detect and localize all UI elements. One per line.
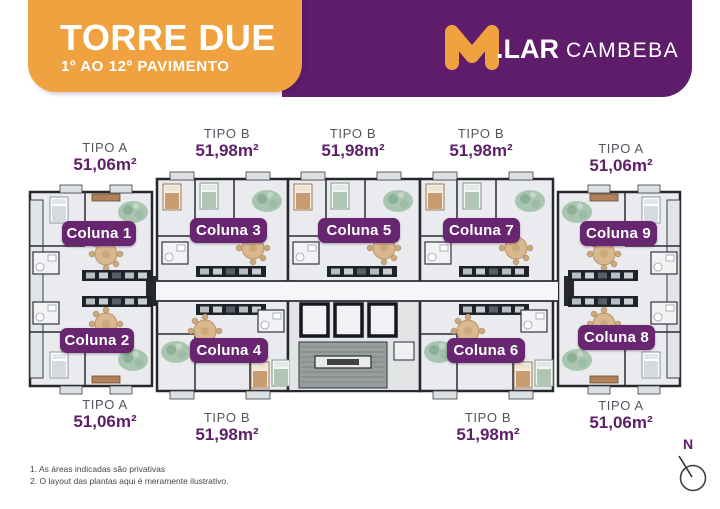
type-label-bottom-4: TIPO A 51,06m² bbox=[556, 399, 686, 432]
unit-type-name: TIPO B bbox=[457, 126, 505, 141]
mlar-logo-m-icon bbox=[445, 25, 499, 70]
coluna-4-badge: Coluna 4 bbox=[190, 338, 268, 363]
page-subtitle: 1º AO 12º PAVIMENTO bbox=[61, 58, 230, 75]
coluna-2-badge: Coluna 2 bbox=[60, 328, 134, 353]
unit-type-area: 51,06m² bbox=[589, 413, 653, 432]
compass-north-label: N bbox=[682, 436, 694, 452]
unit-type-name: TIPO B bbox=[203, 410, 251, 425]
page-title: TORRE DUE bbox=[60, 17, 276, 58]
unit-type-name: TIPO A bbox=[82, 140, 128, 155]
unit-type-name: TIPO A bbox=[82, 397, 128, 412]
type-label-top-3: TIPO B 51,98m² bbox=[288, 127, 418, 160]
brand-banner: .LAR CAMBEBA bbox=[282, 0, 692, 97]
footnote-1: 1. As áreas indicadas são privativas bbox=[30, 464, 166, 474]
type-label-bottom-1: TIPO A 51,06m² bbox=[40, 398, 170, 431]
logo-lar-text: .LAR bbox=[496, 34, 559, 64]
coluna-8-badge: Coluna 8 bbox=[578, 325, 655, 350]
unit-type-area: 51,98m² bbox=[456, 425, 520, 444]
unit-type-area: 51,98m² bbox=[195, 141, 259, 160]
coluna-9-badge: Coluna 9 bbox=[580, 221, 657, 246]
unit-type-name: TIPO A bbox=[598, 398, 644, 413]
type-label-top-2: TIPO B 51,98m² bbox=[162, 127, 292, 160]
unit-type-area: 51,06m² bbox=[73, 412, 137, 431]
unit-type-name: TIPO B bbox=[203, 126, 251, 141]
unit-type-area: 51,06m² bbox=[589, 156, 653, 175]
compass-icon bbox=[678, 455, 707, 492]
type-label-bottom-2: TIPO B 51,98m² bbox=[162, 411, 292, 444]
coluna-3-badge: Coluna 3 bbox=[190, 218, 267, 243]
coluna-7-badge: Coluna 7 bbox=[443, 218, 520, 243]
unit-type-area: 51,06m² bbox=[73, 155, 137, 174]
unit-type-name: TIPO B bbox=[329, 126, 377, 141]
coluna-1-badge: Coluna 1 bbox=[62, 221, 136, 246]
footnotes: 1. As áreas indicadas são privativas 2. … bbox=[30, 463, 228, 487]
compass: N bbox=[664, 436, 720, 498]
title-banner: TORRE DUE 1º AO 12º PAVIMENTO bbox=[28, 0, 302, 92]
type-label-top-5: TIPO A 51,06m² bbox=[556, 142, 686, 175]
coluna-6-badge: Coluna 6 bbox=[447, 338, 525, 363]
logo-suffix-text: CAMBEBA bbox=[566, 39, 680, 62]
type-label-bottom-3: TIPO B 51,98m² bbox=[423, 411, 553, 444]
unit-type-area: 51,98m² bbox=[195, 425, 259, 444]
coluna-5-badge: Coluna 5 bbox=[318, 218, 400, 243]
unit-type-area: 51,98m² bbox=[449, 141, 513, 160]
type-label-top-1: TIPO A 51,06m² bbox=[40, 141, 170, 174]
unit-type-name: TIPO B bbox=[464, 410, 512, 425]
footnote-2: 2. O layout das plantas aqui é meramente… bbox=[30, 476, 229, 486]
unit-type-area: 51,98m² bbox=[321, 141, 385, 160]
unit-type-name: TIPO A bbox=[598, 141, 644, 156]
type-label-top-4: TIPO B 51,98m² bbox=[416, 127, 546, 160]
